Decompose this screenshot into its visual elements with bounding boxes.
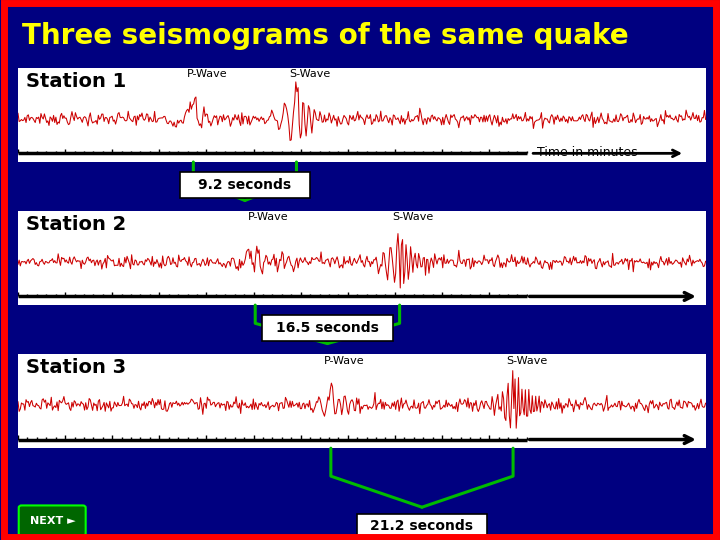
- Text: P-Wave: P-Wave: [186, 69, 227, 79]
- Text: 9.2 seconds: 9.2 seconds: [198, 178, 292, 192]
- Text: S-Wave: S-Wave: [289, 69, 331, 79]
- Text: Station 3: Station 3: [26, 359, 127, 377]
- Text: P-Wave: P-Wave: [248, 212, 289, 222]
- Text: 16.5 seconds: 16.5 seconds: [276, 321, 379, 335]
- Text: P-Wave: P-Wave: [324, 356, 364, 366]
- Text: S-Wave: S-Wave: [506, 356, 547, 366]
- Text: Station 2: Station 2: [26, 215, 127, 234]
- Text: Station 1: Station 1: [26, 72, 127, 91]
- Text: Three seismograms of the same quake: Three seismograms of the same quake: [22, 22, 629, 50]
- Text: 21.2 seconds: 21.2 seconds: [371, 519, 474, 534]
- Text: NEXT ►: NEXT ►: [30, 516, 76, 525]
- Text: S-Wave: S-Wave: [392, 212, 434, 222]
- Text: Time in minutes: Time in minutes: [537, 146, 638, 159]
